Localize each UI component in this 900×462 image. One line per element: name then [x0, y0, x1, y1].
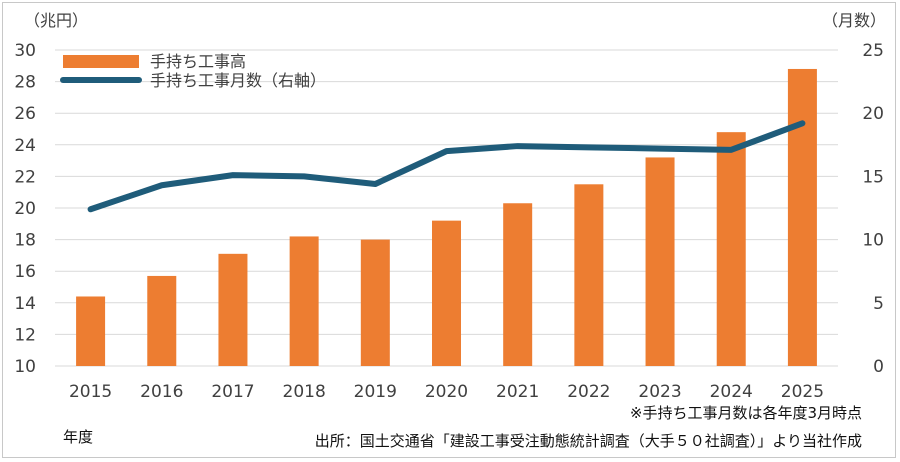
bar — [787, 68, 817, 367]
right-tick-label: 15 — [862, 167, 884, 187]
right-tick-label: 10 — [862, 231, 884, 251]
bar — [716, 132, 746, 366]
x-tick-label: 2018 — [283, 382, 326, 402]
left-tick-label: 22 — [14, 167, 36, 187]
line-point — [516, 145, 519, 148]
x-tick-label: 2017 — [211, 382, 254, 402]
x-tick-label: 2021 — [496, 382, 539, 402]
line-point — [374, 182, 377, 185]
left-tick-label: 14 — [14, 294, 36, 314]
line-point — [89, 208, 92, 211]
legend-bar-swatch — [63, 55, 139, 68]
left-tick-label: 20 — [14, 199, 36, 219]
bar-series — [76, 68, 817, 367]
line-point — [445, 150, 448, 153]
bar — [432, 220, 461, 366]
x-tick-label: 2019 — [354, 382, 397, 402]
x-tick-label: 2022 — [567, 382, 610, 402]
bar — [76, 296, 106, 366]
bar — [360, 239, 390, 366]
right-tick-label: 5 — [873, 294, 884, 314]
legend: 手持ち工事高 手持ち工事月数（右軸） — [60, 52, 326, 90]
line-point — [659, 147, 662, 150]
x-tick-label: 2023 — [638, 382, 681, 402]
left-tick-label: 12 — [14, 325, 36, 345]
x-tick-label: 2016 — [140, 382, 183, 402]
line-point — [801, 122, 804, 125]
source-note: 出所：国土交通省「建設工事受注動態統計調査（大手５０社調査）」より当社作成 — [315, 432, 862, 450]
bar — [574, 184, 604, 366]
bar — [645, 157, 675, 366]
x-axis-label: 年度 — [63, 428, 93, 446]
x-tick-label: 2015 — [69, 382, 112, 402]
x-tick-label: 2025 — [781, 382, 824, 402]
legend-bar-label: 手持ち工事高 — [150, 52, 246, 71]
x-tick-label: 2020 — [425, 382, 468, 402]
left-tick-label: 28 — [14, 73, 36, 93]
bar — [147, 275, 177, 366]
left-tick-label: 16 — [14, 262, 36, 282]
line-point — [231, 174, 234, 177]
grid — [55, 49, 838, 367]
line-point — [303, 175, 306, 178]
left-axis-ticks: 10 12 14 16 18 20 22 24 26 28 30 — [14, 41, 36, 377]
right-tick-label: 20 — [862, 104, 884, 124]
left-tick-label: 26 — [14, 104, 36, 124]
right-tick-label: 25 — [862, 41, 884, 61]
note-months: ※手持ち工事月数は各年度3月時点 — [630, 404, 862, 422]
x-axis-ticks: 2015 2016 2017 2018 2019 2020 2021 2022 2023 2024… — [69, 382, 824, 402]
bar — [289, 236, 319, 366]
x-tick-label: 2024 — [710, 382, 753, 402]
left-tick-label: 18 — [14, 231, 36, 251]
left-tick-label: 30 — [14, 41, 36, 61]
bar — [218, 253, 248, 366]
bar — [503, 203, 533, 366]
left-axis-unit: （兆円） — [24, 11, 88, 30]
line-point — [587, 146, 590, 149]
line-series — [87, 120, 806, 213]
line-point — [730, 148, 733, 151]
left-tick-label: 10 — [14, 357, 36, 377]
left-tick-label: 24 — [14, 136, 36, 156]
months-line — [87, 120, 806, 213]
line-point — [160, 184, 163, 187]
right-axis-unit: （月数） — [822, 11, 886, 30]
legend-line-label: 手持ち工事月数（右軸） — [150, 71, 326, 90]
right-axis-ticks: 0 5 10 15 20 25 — [862, 41, 884, 377]
right-tick-label: 0 — [873, 357, 884, 377]
